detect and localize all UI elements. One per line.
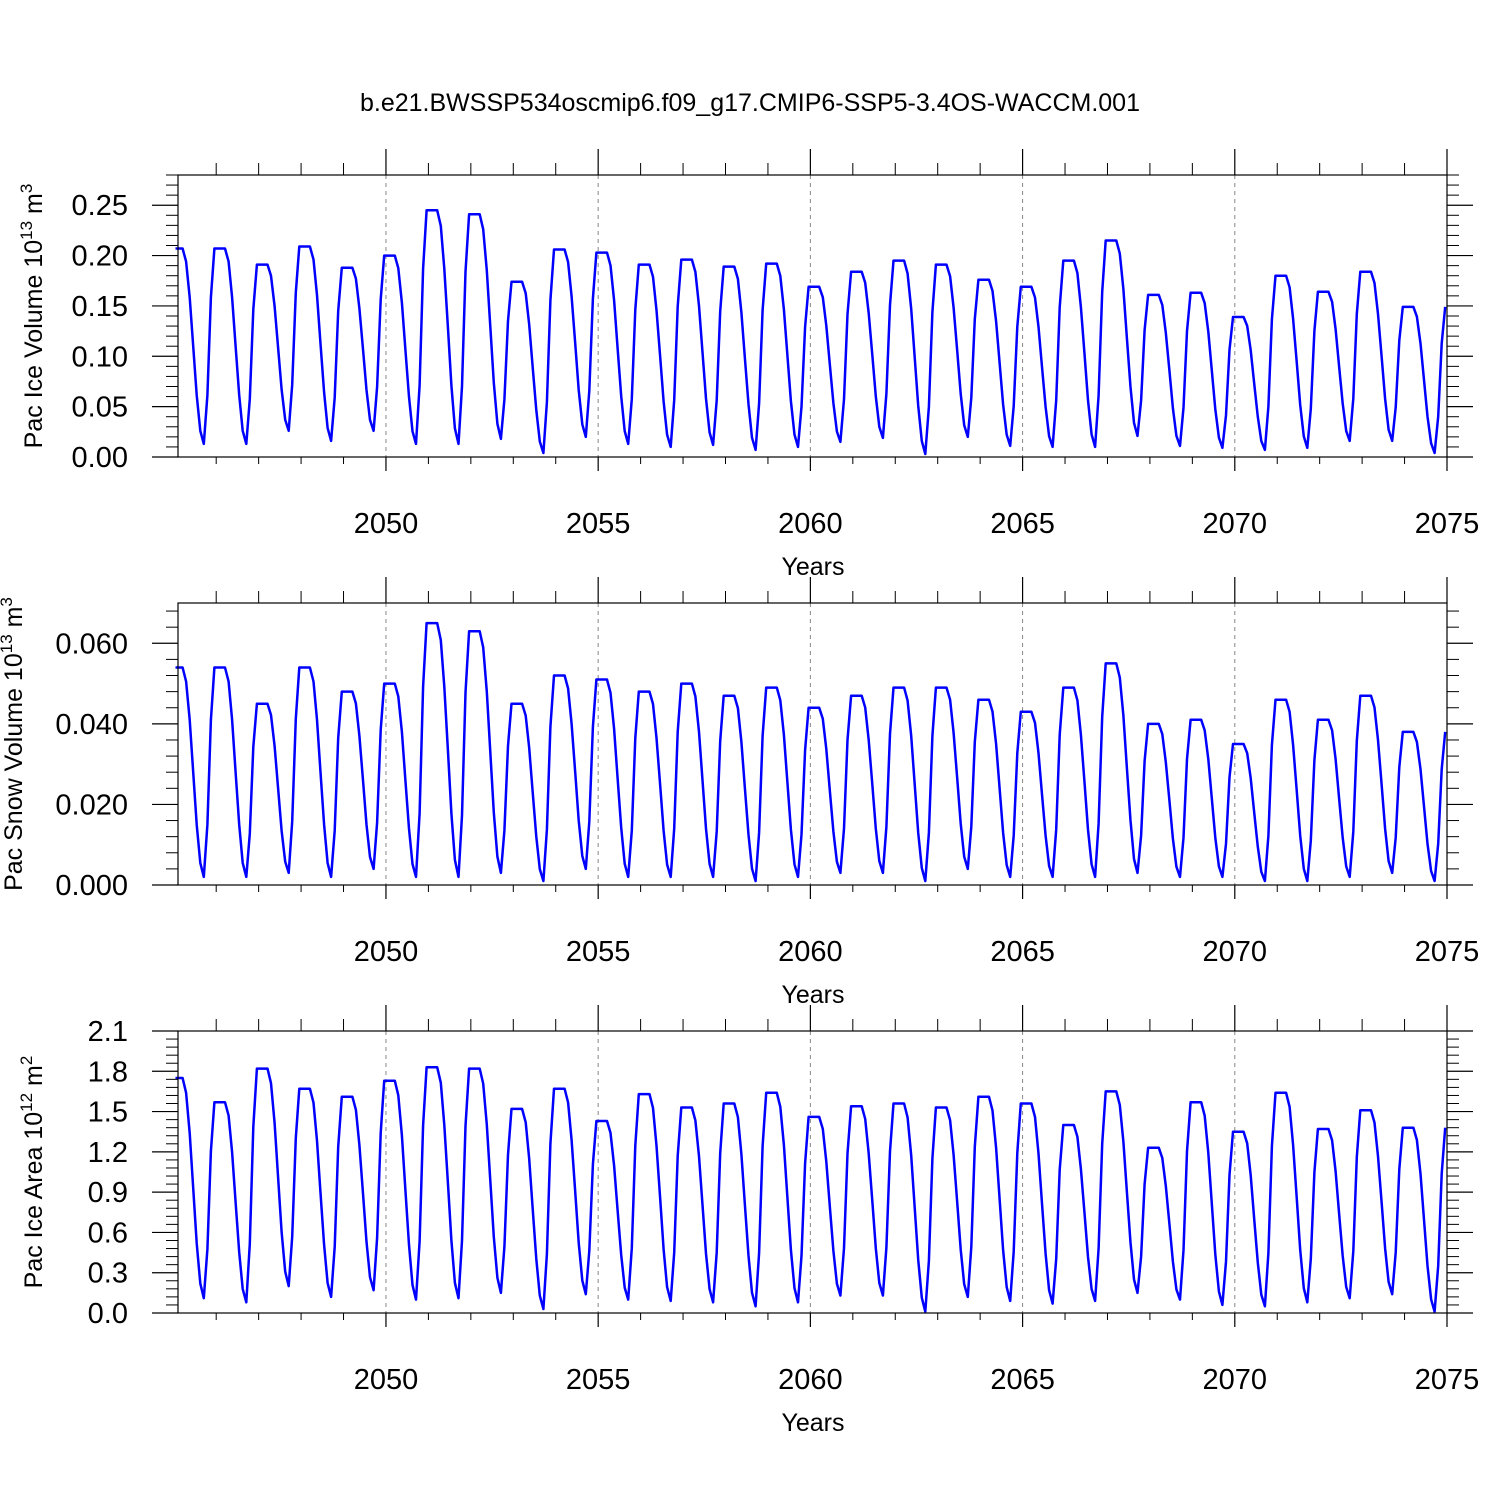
y-tick-label-0.15: 0.15 (72, 291, 128, 323)
y-tick-label-0.040: 0.040 (55, 709, 128, 741)
x-tick-label-2075: 2075 (1415, 508, 1480, 540)
y-axis-title-unit: m (20, 193, 48, 221)
y-tick-label-0.20: 0.20 (72, 241, 128, 273)
y-axis-title-unit-exponent: 2 (17, 1056, 36, 1065)
y-axis-title: Pac Snow Volume 1013 m3 (0, 597, 28, 891)
y-tick-label-0.05: 0.05 (72, 392, 128, 424)
y-axis-title-exponent: 13 (0, 634, 16, 653)
y-tick-label-0.00: 0.00 (72, 442, 128, 474)
x-axis-title: Years (781, 553, 844, 581)
x-tick-label-2055: 2055 (566, 1364, 631, 1396)
y-axis-title-exponent: 12 (17, 1093, 36, 1112)
x-tick-label-2055: 2055 (566, 508, 631, 540)
y-tick-label-1.5: 1.5 (88, 1097, 128, 1129)
x-tick-label-2055: 2055 (566, 936, 631, 968)
y-tick-label-0.6: 0.6 (88, 1217, 128, 1249)
y-axis-title-text: Pac Snow Volume 10 (0, 653, 28, 891)
y-tick-label-0.25: 0.25 (72, 190, 128, 222)
y-axis-title: Pac Ice Volume 1013 m3 (17, 184, 48, 449)
x-tick-label-2060: 2060 (778, 936, 843, 968)
x-tick-label-2060: 2060 (778, 508, 843, 540)
y-tick-label-0.020: 0.020 (55, 789, 128, 821)
y-axis-title-exponent: 13 (17, 221, 36, 240)
y-tick-label-2.1: 2.1 (88, 1016, 128, 1048)
x-tick-label-2070: 2070 (1203, 1364, 1268, 1396)
x-tick-label-2050: 2050 (354, 936, 419, 968)
y-tick-label-1.2: 1.2 (88, 1137, 128, 1169)
series-line (175, 1066, 1447, 1313)
x-tick-label-2060: 2060 (778, 1364, 843, 1396)
x-axis-title: Years (781, 981, 844, 1009)
y-tick-label-0.9: 0.9 (88, 1177, 128, 1209)
series-line (175, 621, 1447, 883)
panels: 2050 2055 2060 2065 2070 2075 0.00 0.05 0.10 0.15… (0, 149, 1479, 1437)
y-axis-title: Pac Ice Area 1012 m2 (17, 1056, 48, 1289)
y-axis-title-unit-exponent: 3 (17, 184, 36, 193)
y-axis-title-unit-exponent: 3 (0, 597, 16, 606)
x-tick-label-2075: 2075 (1415, 1364, 1480, 1396)
panel-3: 2050 2055 2060 2065 2070 2075 0.0 0.3 0.6 0.9 1.2 1… (17, 1005, 1479, 1437)
y-tick-label-1.8: 1.8 (88, 1056, 128, 1088)
chart-title: b.e21.BWSSP534oscmip6.f09_g17.CMIP6-SSP5… (360, 89, 1140, 117)
x-tick-label-2070: 2070 (1203, 508, 1268, 540)
x-tick-label-2065: 2065 (990, 1364, 1055, 1396)
plot-frame (177, 602, 1448, 886)
x-tick-label-2050: 2050 (354, 1364, 419, 1396)
y-tick-label-0.3: 0.3 (88, 1258, 128, 1290)
y-tick-label-0.000: 0.000 (55, 870, 128, 902)
x-axis-title: Years (781, 1409, 844, 1437)
x-tick-label-2070: 2070 (1203, 936, 1268, 968)
x-tick-label-2065: 2065 (990, 508, 1055, 540)
x-tick-label-2050: 2050 (354, 508, 419, 540)
y-tick-label-0.0: 0.0 (88, 1298, 128, 1330)
panel-1: 2050 2055 2060 2065 2070 2075 0.00 0.05 0.10 0.15… (17, 149, 1479, 581)
x-tick-label-2075: 2075 (1415, 936, 1480, 968)
y-axis-title-unit: m (20, 1065, 48, 1093)
series-line (175, 209, 1447, 456)
y-axis-title-unit: m (0, 607, 28, 635)
x-tick-label-2065: 2065 (990, 936, 1055, 968)
y-tick-label-0.10: 0.10 (72, 341, 128, 373)
plot-frame (177, 1030, 1448, 1314)
y-tick-label-0.060: 0.060 (55, 628, 128, 660)
y-axis-title-text: Pac Ice Area 10 (20, 1112, 48, 1289)
y-axis-title-text: Pac Ice Volume 10 (20, 240, 48, 448)
panel-2: 2050 2055 2060 2065 2070 2075 0.000 0.020 0.040 0… (0, 577, 1479, 1009)
